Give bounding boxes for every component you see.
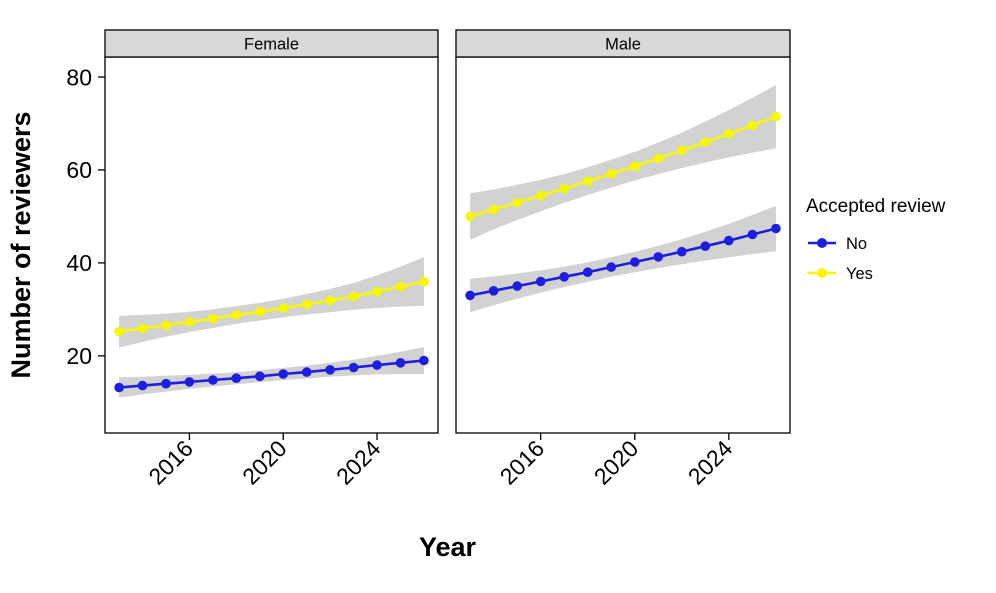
x-tick-label: 2016 <box>495 435 550 490</box>
data-point <box>419 276 429 287</box>
data-point <box>465 211 475 222</box>
data-point <box>161 320 171 331</box>
data-point <box>372 360 382 370</box>
data-point <box>582 176 593 186</box>
data-point <box>535 276 546 287</box>
data-point <box>301 299 312 310</box>
data-point <box>724 235 734 246</box>
data-point <box>348 291 359 302</box>
facet-label-male: Male <box>605 35 641 53</box>
x-tick-label: 2016 <box>143 435 198 490</box>
data-point <box>208 375 218 385</box>
facet-label-female: Female <box>244 35 299 53</box>
y-tick-label: 40 <box>66 250 92 276</box>
data-point <box>254 306 265 317</box>
data-point <box>724 128 734 139</box>
x-tick-label: 2020 <box>589 435 644 490</box>
data-point <box>301 367 312 377</box>
data-point <box>278 303 289 313</box>
data-point <box>231 373 242 384</box>
data-point <box>184 317 195 327</box>
data-point <box>325 365 335 375</box>
data-point <box>582 267 593 278</box>
data-point <box>184 377 195 387</box>
data-point <box>395 281 406 292</box>
legend-key-point <box>817 268 827 278</box>
data-point <box>254 371 265 382</box>
y-tick-label: 20 <box>66 343 92 369</box>
data-point <box>419 355 429 366</box>
legend-entry-label: No <box>846 235 867 253</box>
data-point <box>535 190 546 201</box>
data-point <box>372 286 382 297</box>
data-point <box>278 369 289 379</box>
data-point <box>512 197 522 208</box>
facet-strip-male <box>455 29 791 58</box>
legend-title: Accepted review <box>806 196 946 217</box>
data-point <box>653 252 664 262</box>
data-point <box>559 183 569 194</box>
x-tick-label: 2024 <box>683 435 738 490</box>
data-point <box>325 295 335 306</box>
legend-key-point <box>817 238 827 248</box>
data-point <box>677 145 687 156</box>
data-point <box>465 290 475 301</box>
data-point <box>771 111 781 122</box>
data-point <box>747 229 758 240</box>
data-point <box>208 313 218 324</box>
data-point <box>771 223 781 234</box>
data-point <box>559 272 569 282</box>
confidence-ribbon-no <box>470 205 776 313</box>
data-point <box>114 326 124 337</box>
data-point <box>512 281 522 291</box>
panel-content-female <box>114 257 429 398</box>
facet-strip-female <box>104 29 439 58</box>
data-point <box>606 168 616 179</box>
data-point <box>488 286 499 296</box>
x-axis-title: Year <box>419 532 477 562</box>
y-tick-label: 60 <box>66 157 92 183</box>
data-point <box>630 257 640 267</box>
data-point <box>231 310 242 320</box>
data-point <box>488 204 499 215</box>
data-point <box>700 137 711 147</box>
data-point <box>114 382 124 393</box>
data-point <box>348 362 359 373</box>
data-point <box>606 262 616 272</box>
data-point <box>137 323 148 334</box>
data-point <box>137 380 148 391</box>
legend-entry-label: Yes <box>846 265 873 283</box>
data-point <box>653 153 664 164</box>
legend-entry-yes: Yes <box>808 265 873 283</box>
data-point <box>630 161 640 171</box>
confidence-ribbon-yes <box>119 257 424 348</box>
legend-entry-no: No <box>808 235 867 253</box>
confidence-ribbon-yes <box>470 84 776 240</box>
panel-content-male <box>465 84 781 313</box>
legend: Accepted review No Yes <box>806 196 946 283</box>
confidence-ribbon-no <box>119 347 424 398</box>
data-point <box>700 241 711 251</box>
y-tick-label: 80 <box>66 64 92 90</box>
data-point <box>395 358 406 368</box>
data-point <box>677 246 687 257</box>
x-tick-label: 2020 <box>237 435 292 490</box>
data-point <box>161 378 171 389</box>
data-point <box>747 120 758 131</box>
x-tick-label: 2024 <box>331 435 386 490</box>
y-axis-title: Number of reviewers <box>6 111 36 378</box>
